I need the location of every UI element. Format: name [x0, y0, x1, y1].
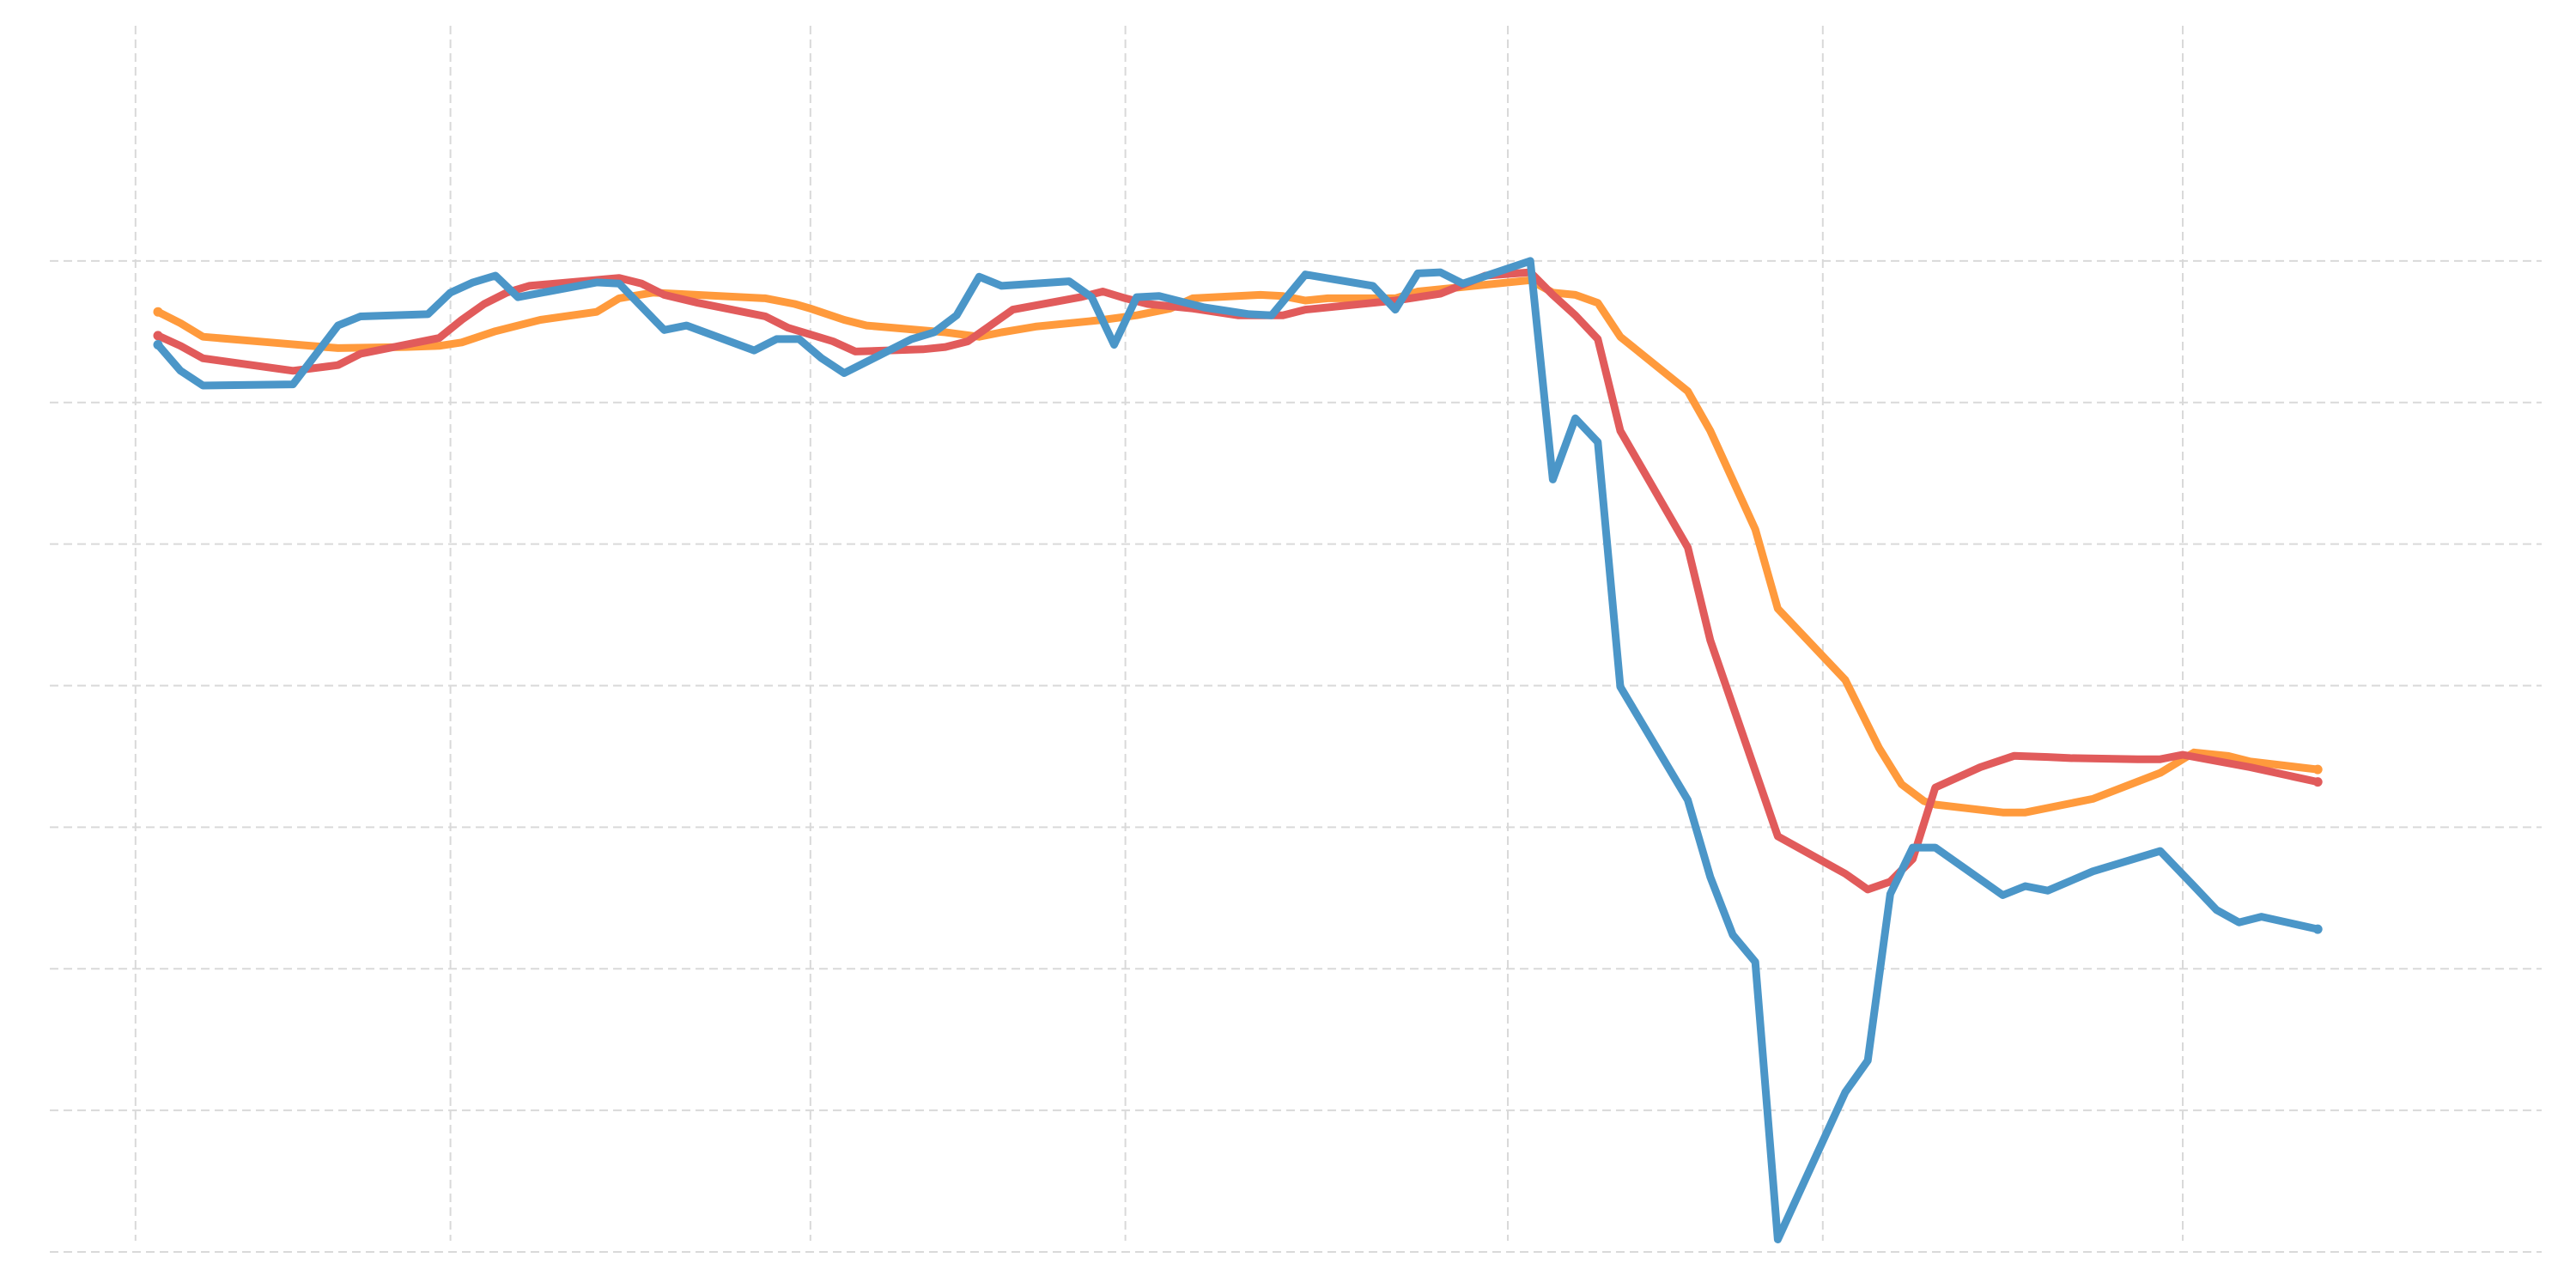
series-red-start-point	[153, 331, 163, 341]
series-red-end-point	[2312, 777, 2323, 787]
series-line-red	[154, 268, 2322, 894]
series-lines	[153, 257, 2323, 1243]
series-blue-start-point	[153, 340, 163, 349]
series-line-orange	[154, 276, 2322, 817]
series-orange-end-point	[2312, 764, 2323, 775]
grid	[50, 26, 2542, 1253]
series-blue-end-point	[2312, 924, 2323, 934]
series-orange-start-point	[153, 307, 163, 317]
series-line-blue	[154, 257, 2322, 1243]
